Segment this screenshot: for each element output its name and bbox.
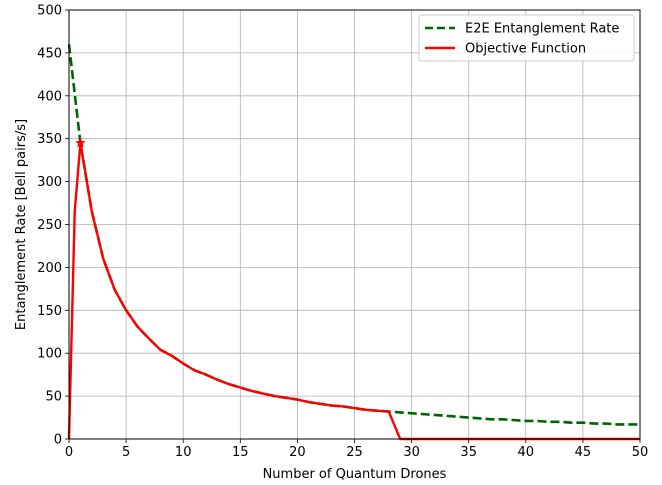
peak-star-marker bbox=[74, 137, 86, 148]
legend-box bbox=[418, 14, 635, 62]
x-tick-label: 30 bbox=[403, 445, 420, 460]
y-tick-label: 50 bbox=[45, 390, 62, 405]
x-tick-label: 45 bbox=[575, 445, 592, 460]
y-tick-label: 100 bbox=[37, 347, 62, 362]
y-tick-label: 250 bbox=[37, 218, 62, 233]
y-tick-label: 500 bbox=[37, 4, 62, 19]
grid-lines bbox=[68, 9, 641, 440]
x-axis-label: Number of Quantum Drones bbox=[263, 467, 447, 482]
series-line-objective-function bbox=[67, 141, 640, 441]
y-tick-label: 400 bbox=[37, 89, 62, 104]
x-tick-label: 5 bbox=[122, 445, 130, 460]
axis-ticks: 0 5 10 15 20 25 30 35 40 45 5005010015020025030035… bbox=[37, 4, 648, 461]
y-tick-label: 450 bbox=[37, 46, 62, 61]
y-tick-label: 300 bbox=[37, 175, 62, 190]
x-tick-label: 25 bbox=[346, 445, 363, 460]
x-tick-label: 50 bbox=[632, 445, 649, 460]
x-tick-label: 10 bbox=[175, 445, 192, 460]
x-tick-label: 40 bbox=[518, 445, 535, 460]
y-axis-label: Entanglement Rate [Bell pairs/s] bbox=[14, 119, 29, 330]
x-tick-label: 0 bbox=[65, 445, 73, 460]
series-layer bbox=[67, 44, 640, 441]
x-tick-label: 15 bbox=[232, 445, 249, 460]
x-tick-label: 20 bbox=[289, 445, 306, 460]
legend-label-e2e: E2E Entanglement Rate bbox=[465, 22, 619, 37]
legend-label-objective: Objective Function bbox=[465, 42, 586, 57]
y-tick-label: 150 bbox=[37, 304, 62, 319]
y-tick-label: 0 bbox=[54, 433, 62, 448]
y-tick-label: 350 bbox=[37, 132, 62, 147]
legend: E2E Entanglement Rate Objective Function bbox=[418, 14, 635, 62]
y-tick-label: 200 bbox=[37, 261, 62, 276]
x-tick-label: 35 bbox=[460, 445, 477, 460]
